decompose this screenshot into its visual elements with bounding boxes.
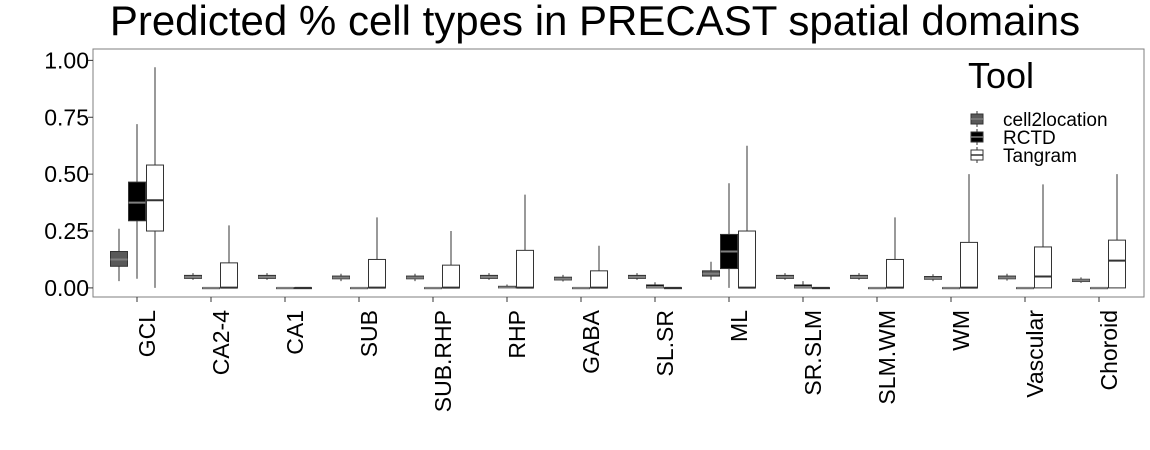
box-tangram xyxy=(1034,184,1052,289)
legend-item-cell2location: cell2location xyxy=(970,110,1108,131)
box-iqr xyxy=(886,258,904,289)
x-category-label: SUB xyxy=(356,310,382,357)
box-cell2location xyxy=(554,274,572,282)
y-tick-label: 0.25 xyxy=(44,218,89,244)
y-tick-label: 0.00 xyxy=(44,275,89,301)
x-category-label: SLM.WM xyxy=(874,310,900,405)
x-category-label: Vascular xyxy=(1022,310,1048,398)
box-iqr xyxy=(146,164,164,232)
box-cell2location xyxy=(628,273,646,280)
box-tangram xyxy=(516,194,534,289)
box-cell2location xyxy=(924,274,942,282)
box-rctd xyxy=(498,284,516,289)
x-category-label: RHP xyxy=(504,310,530,359)
y-tick-label: 0.50 xyxy=(44,161,89,187)
box-rctd xyxy=(794,281,812,289)
box-cell2location xyxy=(406,273,424,282)
box-rctd xyxy=(942,286,960,290)
box-cell2location xyxy=(110,228,128,282)
box-iqr xyxy=(442,264,460,289)
box-rctd xyxy=(276,286,294,290)
x-category-label: Choroid xyxy=(1096,310,1122,391)
box-rctd xyxy=(1016,286,1034,290)
box-cell2location xyxy=(258,273,276,280)
box-rctd xyxy=(646,282,664,289)
y-tick-label: 0.75 xyxy=(44,104,89,130)
x-category-label: WM xyxy=(948,310,974,351)
y-tick-label: 1.00 xyxy=(44,47,89,73)
x-category-label: GCL xyxy=(134,310,160,358)
legend-label: Tangram xyxy=(1003,146,1077,167)
plot-panel xyxy=(92,48,1145,298)
box-iqr xyxy=(128,181,146,222)
box-iqr xyxy=(960,241,978,289)
box-cell2location xyxy=(1072,277,1090,283)
box-cell2location xyxy=(702,261,720,280)
box-tangram xyxy=(738,145,756,289)
x-category-label: ML xyxy=(726,310,752,342)
box-cell2location xyxy=(480,273,498,280)
box-tangram xyxy=(1108,174,1126,289)
x-axis: GCL CA2-4 CA1 SUB SUB.RHP RHP GABA SL.SR ML SR.SL… xyxy=(134,297,1122,412)
box-iqr xyxy=(368,258,386,289)
box-rctd xyxy=(128,124,146,279)
chart-title: Predicted % cell types in PRECAST spatia… xyxy=(110,0,1080,44)
box-iqr xyxy=(1034,246,1052,289)
box-iqr xyxy=(1108,239,1126,289)
box-cell2location xyxy=(332,273,350,282)
box-rctd xyxy=(720,183,738,288)
x-category-label: CA1 xyxy=(282,310,308,355)
box-tangram xyxy=(146,67,164,288)
x-category-label: SR.SLM xyxy=(800,310,826,396)
box-rctd xyxy=(202,286,220,290)
box-cell2location xyxy=(184,273,202,280)
box-rctd xyxy=(1090,286,1108,290)
box-tangram xyxy=(812,286,830,290)
x-category-label: SUB.RHP xyxy=(430,310,456,412)
box-tangram xyxy=(664,286,682,290)
box-series-group xyxy=(110,67,1126,290)
box-tangram xyxy=(368,217,386,289)
box-tangram xyxy=(294,286,312,290)
box-iqr xyxy=(516,249,534,289)
box-iqr xyxy=(590,270,608,289)
box-rctd xyxy=(350,286,368,290)
y-axis: 0.00 0.25 0.50 0.75 1.00 xyxy=(44,47,93,301)
box-iqr xyxy=(220,262,238,289)
box-cell2location xyxy=(776,273,794,280)
box-rctd xyxy=(572,286,590,290)
box-rctd xyxy=(424,286,442,290)
box-cell2location xyxy=(998,273,1016,281)
x-category-label: SL.SR xyxy=(652,310,678,376)
box-cell2location xyxy=(850,273,868,280)
legend-label: cell2location xyxy=(1003,110,1108,131)
box-tangram xyxy=(886,217,904,289)
box-iqr xyxy=(738,230,756,289)
x-category-label: GABA xyxy=(578,309,604,374)
legend-label: RCTD xyxy=(1003,128,1056,149)
legend-item-rctd: RCTD xyxy=(970,128,1056,149)
legend-title: Tool xyxy=(968,55,1034,96)
box-tangram xyxy=(220,225,238,289)
box-rctd xyxy=(868,286,886,290)
x-category-label: CA2-4 xyxy=(208,310,234,375)
box-tangram xyxy=(590,245,608,289)
legend-item-tangram: Tangram xyxy=(970,146,1077,167)
box-tangram xyxy=(960,174,978,289)
box-tangram xyxy=(442,231,460,289)
